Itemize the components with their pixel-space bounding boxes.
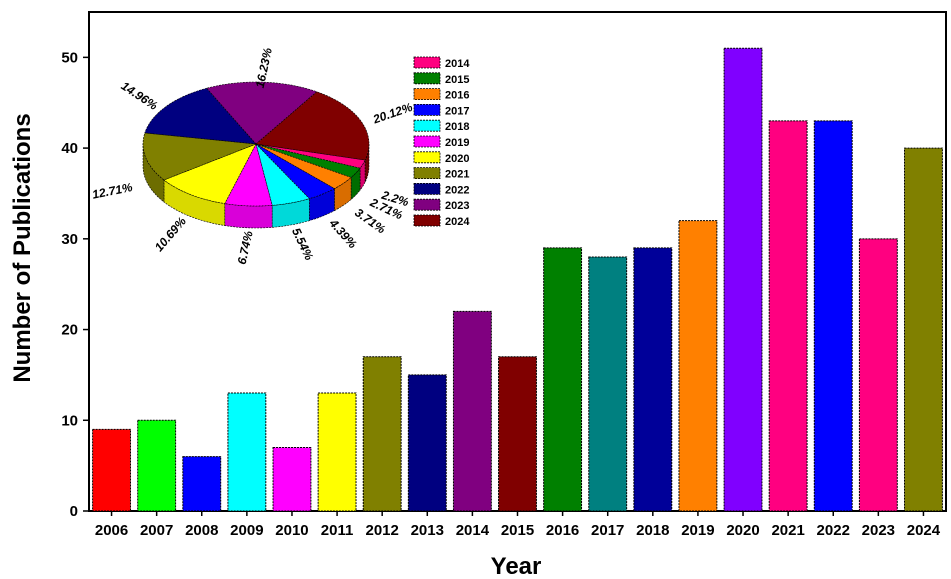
legend-swatch-2022 [413,182,441,195]
bar-2017 [588,256,628,512]
pie-side-2019 [224,203,273,229]
legend-label-2014: 2014 [445,58,470,70]
x-tick-label: 2010 [275,522,308,539]
bar-2011 [317,392,357,512]
bar-2022 [813,120,853,512]
x-tick-label: 2013 [411,522,444,539]
y-tick-label: 0 [70,503,78,520]
x-tick-label: 2018 [636,522,669,539]
legend-label-2017: 2017 [445,105,469,117]
x-tick-label: 2012 [365,522,398,539]
y-tick-label: 10 [61,412,78,429]
bar-2007 [137,419,177,512]
x-tick-label: 2020 [726,522,759,539]
pie-value-label: 10.69% [152,214,189,254]
pie-value-label: 12.71% [91,180,134,202]
legend-swatch-2018 [413,119,441,132]
y-tick-label: 50 [61,49,78,66]
legend-swatch-2019 [413,135,441,148]
legend-label-2019: 2019 [445,137,469,149]
x-tick-label: 2008 [185,522,218,539]
legend-swatch-2023 [413,198,441,211]
y-tick-label: 30 [61,231,78,248]
legend-label-2024: 2024 [445,216,470,228]
bar-2021 [768,120,808,512]
bar-2019 [678,220,718,512]
pie-side-2024 [364,143,370,183]
bar-2014 [452,310,492,512]
pie-value-label: 5.54% [289,226,316,263]
legend-swatch-2021 [413,167,441,180]
x-tick-label: 2009 [230,522,263,539]
legend-label-2018: 2018 [445,121,469,133]
bar-2012 [362,356,402,512]
bar-2013 [407,374,447,512]
legend-label-2022: 2022 [445,184,469,196]
bar-2010 [272,446,312,512]
y-axis-title: Number of Publications [9,113,36,382]
x-tick-label: 2015 [501,522,534,539]
pie-slice-2020 [163,143,257,204]
x-tick-label: 2011 [321,522,354,539]
legend-label-2021: 2021 [445,169,469,181]
pie-value-label: 6.74% [235,229,256,266]
legend-label-2015: 2015 [445,74,469,86]
bar-2023 [858,238,898,512]
x-tick-label: 2007 [140,522,173,539]
bar-chart: 0 10 20 30 40 50 2006 2007 2008 2009 2010 2011 2012 2… [61,11,947,539]
x-tick-label: 2022 [817,522,850,539]
pie-slice-2015 [255,143,361,178]
pie-value-label: 20.12% [370,100,414,127]
legend-swatch-2015 [413,72,441,85]
pie-slice-2019 [224,143,273,207]
pie-slice-2024 [255,91,370,161]
legend-label-2023: 2023 [445,200,469,212]
bar-2020 [723,47,763,512]
x-tick-label: 2017 [591,522,624,539]
y-tick-label: 20 [61,322,78,339]
bar-2015 [498,356,537,512]
legend-swatch-2017 [413,104,441,116]
pie-legend: 2014 2015 2016 2017 2018 2019 2020 2021 2022 2023… [413,56,470,228]
legend-label-2020: 2020 [445,153,469,165]
legend-swatch-2024 [413,214,441,227]
pie-chart: 2.2%2.71%3.71%4.39%5.54%6.74%10.69%12.71… [91,46,415,266]
x-tick-label: 2021 [771,522,804,539]
pie-slice-2021 [142,132,257,181]
bar-2018 [633,247,673,512]
pie-value-label: 14.96% [119,79,161,113]
bar-2009 [227,392,267,512]
bar-2008 [182,456,222,512]
legend-swatch-2014 [413,56,441,69]
x-tick-label: 2019 [681,522,714,539]
pie-value-label: 4.39% [326,216,360,252]
x-tick-label: 2024 [907,522,941,539]
x-tick-label: 2006 [95,522,128,539]
x-tick-label: 2023 [862,522,895,539]
bar-2024 [904,147,943,512]
x-axis-title: Year [491,553,542,579]
legend-swatch-2020 [413,151,441,164]
pie-slice-2022 [144,87,257,145]
x-tick-label: 2016 [546,522,579,539]
legend-swatch-2016 [413,88,441,100]
x-tick-label: 2014 [456,522,490,539]
bar-2006 [92,428,131,512]
pie-slice-2023 [206,81,318,145]
y-tick-label: 40 [61,140,78,157]
legend-label-2016: 2016 [445,90,469,102]
bar-2016 [543,247,583,512]
